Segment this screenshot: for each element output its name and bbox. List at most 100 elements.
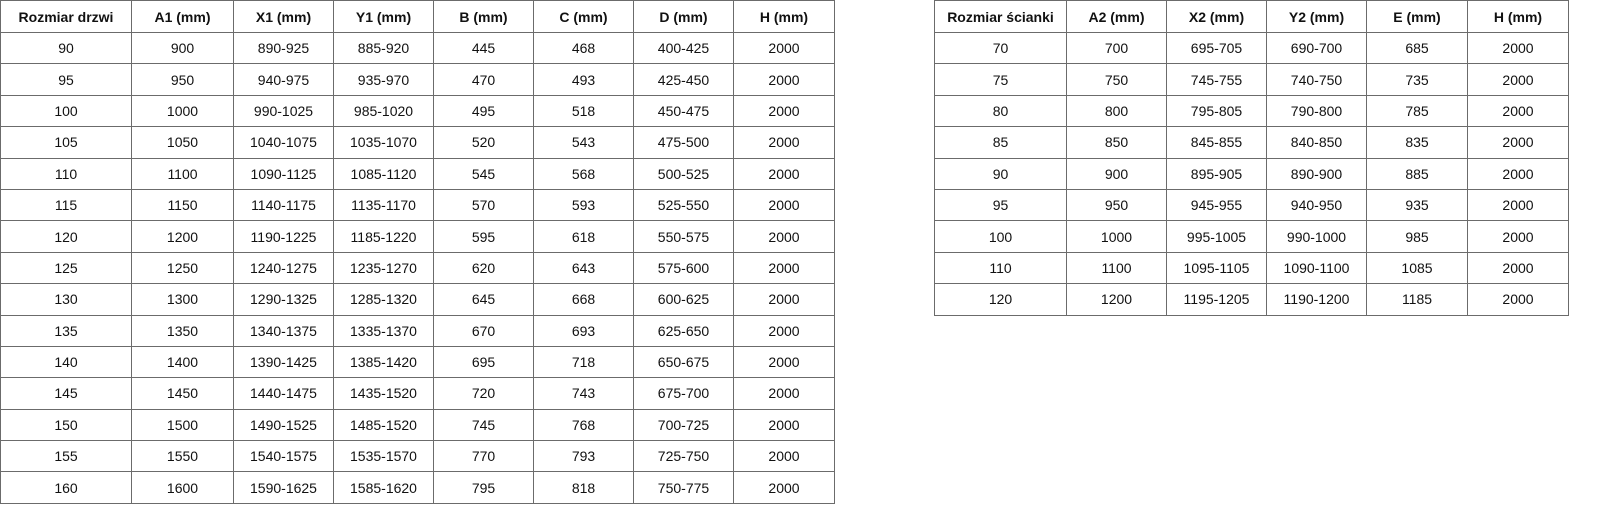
table-cell: 1185 xyxy=(1366,283,1468,316)
table-cell: 100 xyxy=(934,220,1067,253)
table-cell: 90 xyxy=(934,157,1067,190)
table-cell: 990-1000 xyxy=(1266,220,1367,253)
table-cell: 130 xyxy=(0,283,132,316)
table-cell: 1450 xyxy=(131,377,234,410)
table-cell: 1490-1525 xyxy=(233,408,334,442)
table-cell: 945-955 xyxy=(1166,188,1267,222)
table-cell: 525-550 xyxy=(633,188,734,222)
table-cell: 2000 xyxy=(733,314,835,347)
table-cell: 1285-1320 xyxy=(333,283,434,316)
table-cell: 2000 xyxy=(1467,157,1569,190)
table-cell: 795 xyxy=(433,471,534,504)
table-cell: 2000 xyxy=(733,283,835,316)
table-cell: 1500 xyxy=(131,408,234,442)
table-cell: 793 xyxy=(533,440,634,473)
table-cell: 85 xyxy=(934,126,1067,159)
table-cell: 2000 xyxy=(1467,220,1569,253)
table-cell: 2000 xyxy=(733,251,835,285)
table-cell: 80 xyxy=(934,94,1067,128)
table-cell: 543 xyxy=(533,126,634,159)
table-cell: 135 xyxy=(0,314,132,347)
table-cell: 743 xyxy=(533,377,634,410)
table-cell: 690-700 xyxy=(1266,31,1367,65)
table-cell: 1590-1625 xyxy=(233,471,334,504)
table-cell: 890-925 xyxy=(233,31,334,65)
table-cell: 990-1025 xyxy=(233,94,334,128)
table-cell: 850 xyxy=(1066,126,1167,159)
table-cell: 675-700 xyxy=(633,377,734,410)
table-cell: 1300 xyxy=(131,283,234,316)
table-cell: 745 xyxy=(433,408,534,442)
table-cell: 940-950 xyxy=(1266,188,1367,222)
table-cell: 1585-1620 xyxy=(333,471,434,504)
table-cell: 568 xyxy=(533,157,634,190)
table-cell: 685 xyxy=(1366,31,1468,65)
table-cell: 935 xyxy=(1366,188,1468,222)
table-cell: 110 xyxy=(934,251,1067,285)
table-row: 75 750 745-755 740-750 735 2000 xyxy=(934,63,1569,96)
table-cell: 550-575 xyxy=(633,220,734,253)
column-header: B (mm) xyxy=(433,0,534,33)
table-cell: 2000 xyxy=(733,408,835,442)
column-header: A1 (mm) xyxy=(131,0,234,33)
table-row: 80 800 795-805 790-800 785 2000 xyxy=(934,94,1569,128)
table-cell: 995-1005 xyxy=(1166,220,1267,253)
table-cell: 818 xyxy=(533,471,634,504)
table-cell: 470 xyxy=(433,63,534,96)
table-cell: 1050 xyxy=(131,126,234,159)
table-cell: 110 xyxy=(0,157,132,190)
table-cell: 2000 xyxy=(733,63,835,96)
table-cell: 2000 xyxy=(733,377,835,410)
table-cell: 2000 xyxy=(733,220,835,253)
table-cell: 475-500 xyxy=(633,126,734,159)
table-cell: 1390-1425 xyxy=(233,345,334,379)
table-cell: 1000 xyxy=(1066,220,1167,253)
table-cell: 495 xyxy=(433,94,534,128)
table-cell: 750 xyxy=(1066,63,1167,96)
table-row: 100 1000 995-1005 990-1000 985 2000 xyxy=(934,220,1569,253)
table-cell: 2000 xyxy=(1467,283,1569,316)
table-row: 110 1100 1090-1125 1085-1120 545 568 500-525 20… xyxy=(0,157,835,190)
table-row: 110 1100 1095-1105 1090-1100 1085 2000 xyxy=(934,251,1569,285)
table-cell: 1095-1105 xyxy=(1166,251,1267,285)
table-cell: 1195-1205 xyxy=(1166,283,1267,316)
table-cell: 1335-1370 xyxy=(333,314,434,347)
table-cell: 115 xyxy=(0,188,132,222)
table-cell: 720 xyxy=(433,377,534,410)
table-row: 130 1300 1290-1325 1285-1320 645 668 600-625 20… xyxy=(0,283,835,316)
table-cell: 950 xyxy=(131,63,234,96)
table-cell: 1190-1225 xyxy=(233,220,334,253)
table-cell: 845-855 xyxy=(1166,126,1267,159)
table-cell: 2000 xyxy=(1467,126,1569,159)
table-cell: 1085 xyxy=(1366,251,1468,285)
table-cell: 1240-1275 xyxy=(233,251,334,285)
table-cell: 105 xyxy=(0,126,132,159)
table-cell: 768 xyxy=(533,408,634,442)
column-header: C (mm) xyxy=(533,0,634,33)
table-row: 125 1250 1240-1275 1235-1270 620 643 575-600 20… xyxy=(0,251,835,285)
table-cell: 650-675 xyxy=(633,345,734,379)
table-cell: 2000 xyxy=(733,440,835,473)
table-row: 120 1200 1190-1225 1185-1220 595 618 550-575 20… xyxy=(0,220,835,253)
column-header: D (mm) xyxy=(633,0,734,33)
table-cell: 2000 xyxy=(1467,251,1569,285)
table-cell: 985-1020 xyxy=(333,94,434,128)
table-cell: 155 xyxy=(0,440,132,473)
column-header: H (mm) xyxy=(733,0,835,33)
table-cell: 2000 xyxy=(1467,31,1569,65)
table-cell: 2000 xyxy=(1467,63,1569,96)
table-cell: 693 xyxy=(533,314,634,347)
table-row: 145 1450 1440-1475 1435-1520 720 743 675-700 20… xyxy=(0,377,835,410)
table-cell: 1600 xyxy=(131,471,234,504)
column-header: H (mm) xyxy=(1467,0,1569,33)
table-cell: 1235-1270 xyxy=(333,251,434,285)
table-cell: 595 xyxy=(433,220,534,253)
table-cell: 468 xyxy=(533,31,634,65)
table-row: 105 1050 1040-1075 1035-1070 520 543 475-500 20… xyxy=(0,126,835,159)
column-header: Y1 (mm) xyxy=(333,0,434,33)
table-cell: 1135-1170 xyxy=(333,188,434,222)
table-cell: 935-970 xyxy=(333,63,434,96)
table-cell: 520 xyxy=(433,126,534,159)
table-cell: 95 xyxy=(934,188,1067,222)
table-cell: 625-650 xyxy=(633,314,734,347)
